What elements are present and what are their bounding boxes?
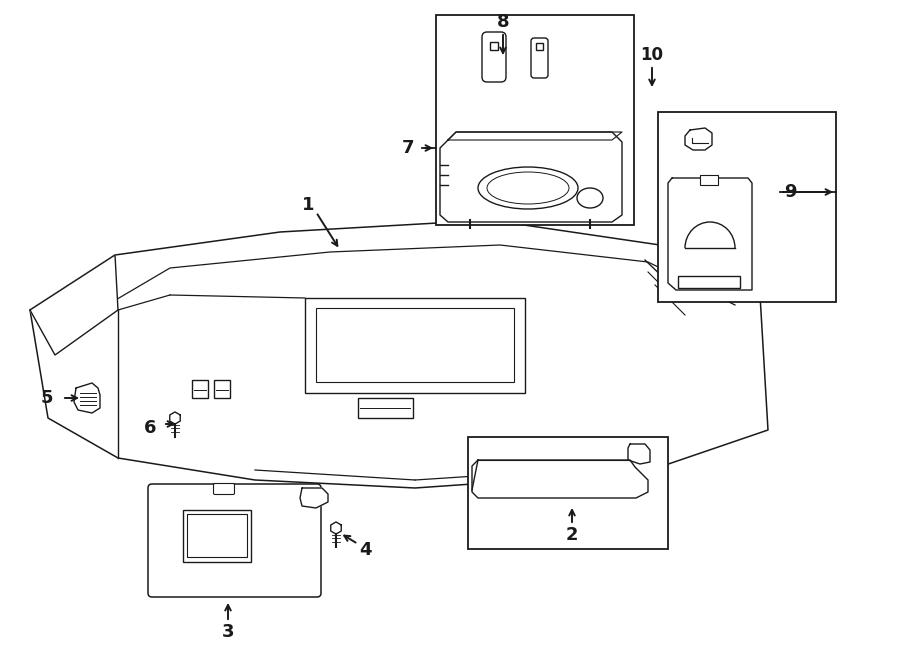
- Bar: [678, 276, 740, 288]
- Bar: [305, 298, 525, 393]
- Polygon shape: [300, 488, 328, 508]
- FancyBboxPatch shape: [213, 483, 235, 494]
- Text: 4: 4: [359, 541, 371, 559]
- FancyBboxPatch shape: [148, 484, 321, 597]
- Bar: [700, 175, 718, 185]
- FancyBboxPatch shape: [531, 38, 548, 78]
- Text: 6: 6: [144, 419, 157, 437]
- Text: 10: 10: [641, 46, 663, 64]
- Bar: [468, 437, 668, 549]
- Bar: [192, 380, 208, 398]
- Bar: [536, 43, 543, 50]
- Polygon shape: [30, 255, 118, 355]
- Polygon shape: [331, 522, 341, 534]
- Polygon shape: [30, 220, 768, 488]
- Bar: [214, 380, 230, 398]
- Ellipse shape: [478, 167, 578, 209]
- Polygon shape: [628, 444, 650, 464]
- Polygon shape: [74, 383, 100, 413]
- Bar: [358, 398, 413, 418]
- Polygon shape: [440, 132, 622, 222]
- Text: 9: 9: [784, 183, 796, 201]
- Text: 1: 1: [302, 196, 314, 214]
- Text: 3: 3: [221, 623, 234, 641]
- Bar: [436, 15, 634, 225]
- Bar: [187, 514, 247, 557]
- Polygon shape: [685, 128, 712, 150]
- Bar: [490, 42, 498, 50]
- Polygon shape: [472, 460, 648, 498]
- Polygon shape: [668, 178, 752, 290]
- Bar: [183, 510, 251, 562]
- Text: 5: 5: [40, 389, 53, 407]
- Text: 2: 2: [566, 526, 578, 544]
- Polygon shape: [170, 412, 180, 424]
- Text: 7: 7: [401, 139, 414, 157]
- Ellipse shape: [577, 188, 603, 208]
- FancyBboxPatch shape: [482, 32, 506, 82]
- Bar: [316, 308, 514, 382]
- Text: 8: 8: [497, 13, 509, 31]
- Bar: [658, 112, 836, 302]
